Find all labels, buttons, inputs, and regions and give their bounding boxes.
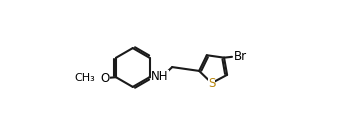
Text: NH: NH	[151, 70, 169, 83]
Text: CH₃: CH₃	[75, 73, 95, 83]
Text: O: O	[100, 72, 109, 85]
Text: Br: Br	[234, 50, 247, 63]
Text: S: S	[208, 77, 215, 90]
